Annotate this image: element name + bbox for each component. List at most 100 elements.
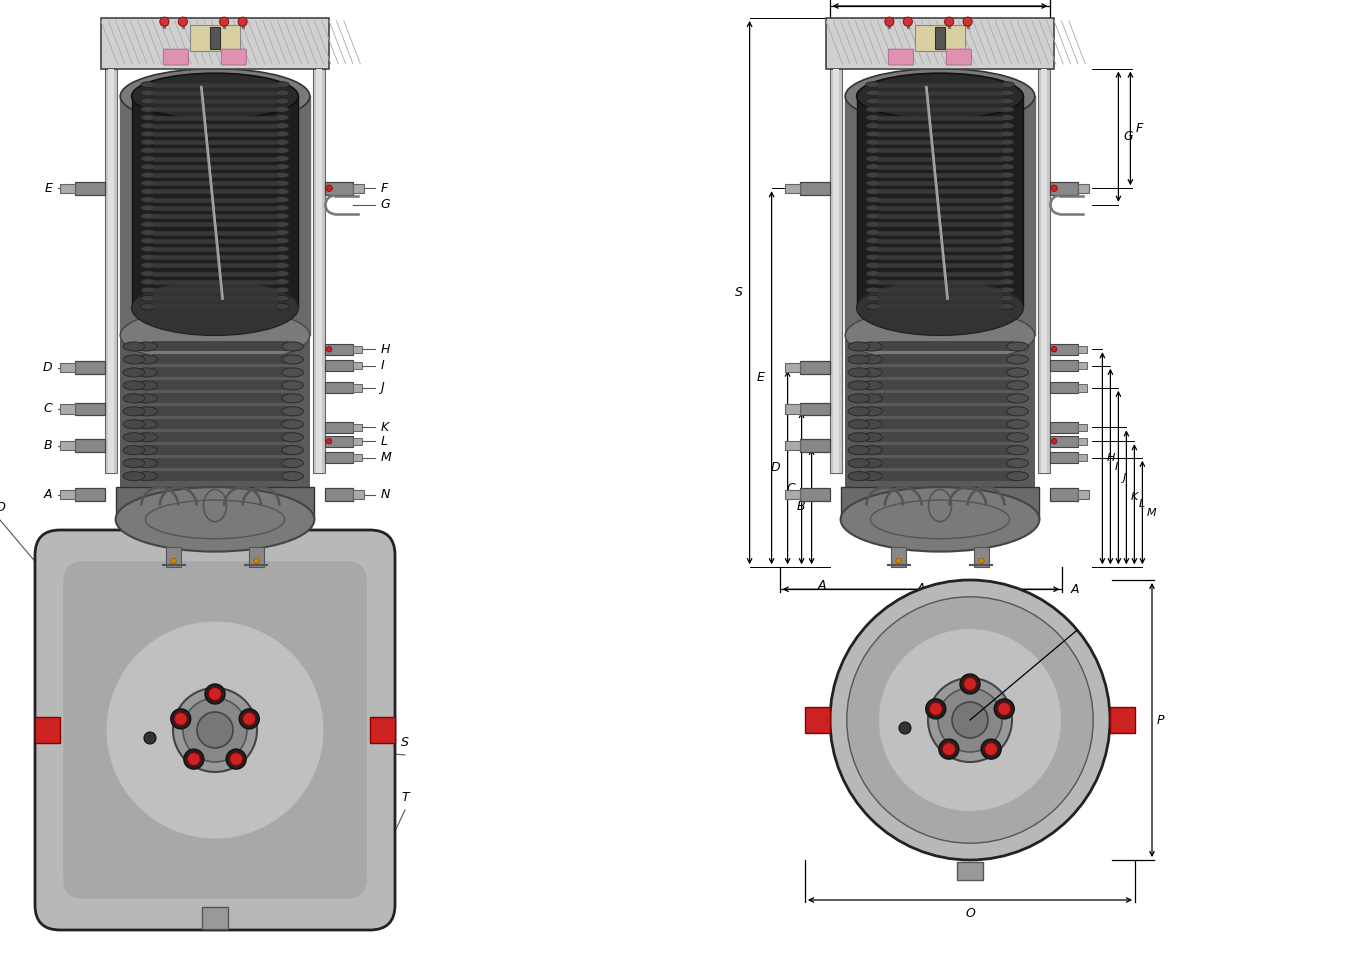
- FancyBboxPatch shape: [164, 49, 188, 65]
- Bar: [61, 363, 76, 372]
- Ellipse shape: [274, 255, 289, 260]
- Bar: [1110, 707, 1134, 733]
- Ellipse shape: [848, 420, 869, 429]
- Bar: [326, 382, 353, 393]
- Ellipse shape: [865, 181, 880, 186]
- Circle shape: [197, 712, 233, 748]
- Ellipse shape: [865, 213, 880, 219]
- Ellipse shape: [999, 304, 1014, 309]
- Bar: [1078, 184, 1090, 193]
- Circle shape: [929, 702, 942, 715]
- Ellipse shape: [999, 82, 1014, 87]
- Ellipse shape: [274, 221, 289, 227]
- Bar: [370, 717, 395, 743]
- Bar: [61, 184, 76, 193]
- FancyBboxPatch shape: [946, 49, 971, 65]
- Ellipse shape: [274, 181, 289, 186]
- Text: A: A: [45, 488, 53, 501]
- Ellipse shape: [274, 147, 289, 154]
- Ellipse shape: [141, 131, 155, 136]
- Ellipse shape: [135, 432, 157, 442]
- Polygon shape: [120, 96, 310, 335]
- Text: A: A: [818, 579, 826, 592]
- Ellipse shape: [999, 139, 1014, 145]
- Bar: [353, 362, 362, 369]
- Ellipse shape: [999, 205, 1014, 210]
- Ellipse shape: [141, 156, 155, 161]
- Ellipse shape: [281, 420, 303, 429]
- Ellipse shape: [999, 107, 1014, 112]
- Bar: [1078, 437, 1087, 445]
- Circle shape: [960, 674, 980, 694]
- Ellipse shape: [274, 172, 289, 178]
- Circle shape: [884, 17, 894, 26]
- Ellipse shape: [999, 188, 1014, 194]
- Polygon shape: [845, 96, 1034, 335]
- Circle shape: [107, 622, 323, 839]
- Bar: [1078, 384, 1087, 391]
- Ellipse shape: [281, 368, 303, 377]
- Ellipse shape: [274, 139, 289, 145]
- Ellipse shape: [861, 381, 883, 390]
- Circle shape: [1051, 185, 1057, 191]
- Ellipse shape: [848, 472, 869, 480]
- Bar: [800, 403, 830, 415]
- Ellipse shape: [865, 230, 880, 235]
- Ellipse shape: [123, 432, 145, 442]
- Ellipse shape: [274, 279, 289, 284]
- Bar: [786, 363, 800, 372]
- Ellipse shape: [865, 114, 880, 120]
- Ellipse shape: [135, 407, 157, 416]
- Ellipse shape: [861, 368, 883, 377]
- Bar: [841, 487, 1040, 519]
- FancyBboxPatch shape: [35, 530, 395, 930]
- Ellipse shape: [865, 172, 880, 178]
- Ellipse shape: [848, 342, 869, 351]
- Ellipse shape: [141, 237, 155, 244]
- Bar: [833, 68, 838, 474]
- Bar: [166, 547, 181, 567]
- Bar: [116, 487, 315, 519]
- Ellipse shape: [999, 197, 1014, 203]
- Text: D: D: [771, 461, 780, 474]
- Ellipse shape: [281, 355, 303, 364]
- Ellipse shape: [999, 114, 1014, 120]
- Ellipse shape: [848, 394, 869, 403]
- Bar: [936, 27, 945, 49]
- Ellipse shape: [274, 107, 289, 112]
- Text: O: O: [965, 907, 975, 920]
- Bar: [76, 488, 104, 501]
- Ellipse shape: [123, 355, 145, 364]
- Ellipse shape: [865, 107, 880, 112]
- Bar: [104, 68, 118, 474]
- Circle shape: [982, 739, 1002, 759]
- Ellipse shape: [857, 281, 1023, 335]
- Circle shape: [879, 629, 1061, 811]
- Ellipse shape: [865, 205, 880, 210]
- Ellipse shape: [274, 304, 289, 309]
- Bar: [1041, 68, 1046, 474]
- Ellipse shape: [135, 394, 157, 403]
- Ellipse shape: [123, 368, 145, 377]
- Text: A: A: [917, 582, 925, 595]
- Ellipse shape: [841, 487, 1040, 552]
- Ellipse shape: [123, 472, 145, 480]
- Circle shape: [184, 750, 204, 769]
- Bar: [120, 335, 310, 497]
- Text: B: B: [45, 439, 53, 453]
- Text: N: N: [380, 488, 389, 501]
- Ellipse shape: [861, 342, 883, 351]
- Circle shape: [984, 743, 998, 755]
- Text: C: C: [43, 403, 53, 415]
- Ellipse shape: [999, 246, 1014, 252]
- Ellipse shape: [281, 432, 303, 442]
- Ellipse shape: [141, 246, 155, 252]
- Ellipse shape: [865, 271, 880, 277]
- Circle shape: [830, 580, 1110, 860]
- Bar: [786, 441, 800, 451]
- Text: M: M: [380, 452, 391, 464]
- Circle shape: [178, 17, 188, 26]
- Bar: [891, 547, 906, 567]
- Ellipse shape: [141, 205, 155, 210]
- Ellipse shape: [281, 342, 303, 351]
